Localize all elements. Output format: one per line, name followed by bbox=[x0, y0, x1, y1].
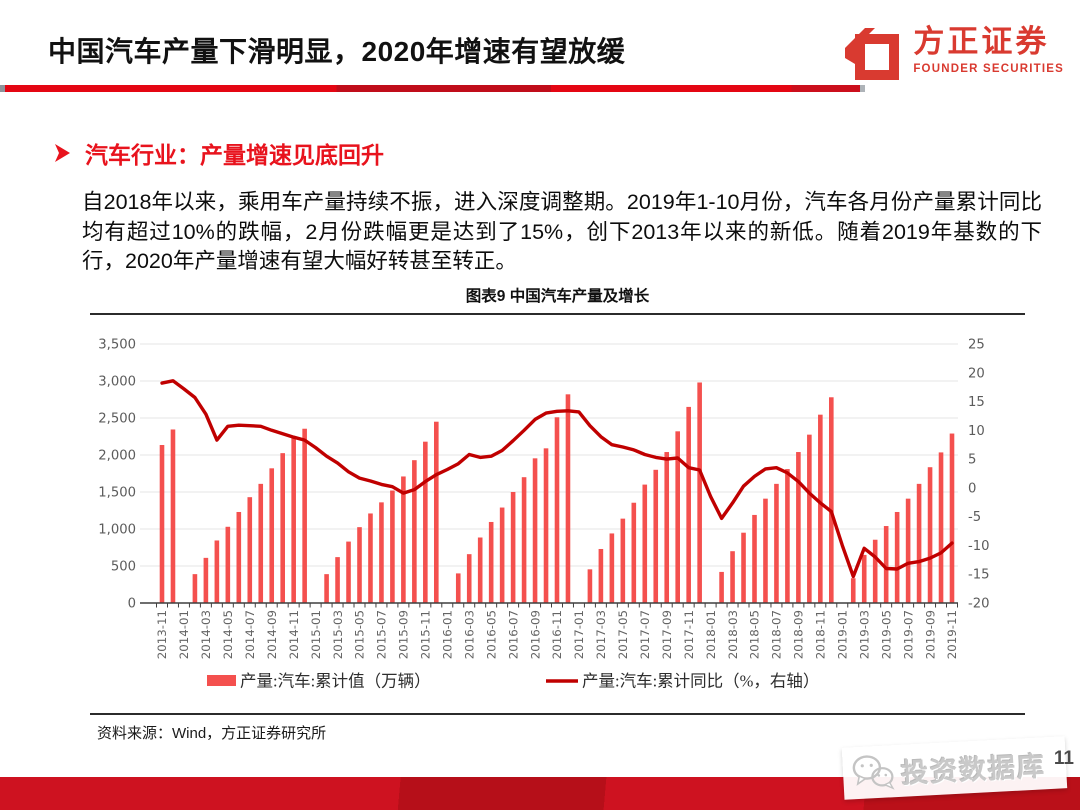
svg-text:25: 25 bbox=[968, 338, 985, 353]
svg-text:2019-05: 2019-05 bbox=[879, 610, 893, 659]
watermark-sticker: 投资数据库 bbox=[841, 736, 1068, 800]
svg-text:2015-01: 2015-01 bbox=[309, 610, 323, 659]
svg-text:2018-03: 2018-03 bbox=[726, 610, 740, 659]
svg-text:2016-03: 2016-03 bbox=[462, 610, 476, 659]
svg-text:2014-09: 2014-09 bbox=[265, 610, 279, 659]
svg-text:2019-07: 2019-07 bbox=[901, 610, 915, 659]
svg-text:10: 10 bbox=[968, 424, 985, 439]
wechat-icon bbox=[852, 755, 895, 790]
divider-left-cap bbox=[0, 85, 5, 92]
svg-text:500: 500 bbox=[111, 560, 136, 575]
svg-text:2019-11: 2019-11 bbox=[945, 610, 959, 659]
svg-text:3,500: 3,500 bbox=[98, 338, 136, 353]
logo-name: 方正证券 bbox=[913, 24, 1050, 59]
svg-text:-10: -10 bbox=[968, 539, 990, 554]
svg-text:2014-11: 2014-11 bbox=[287, 610, 301, 659]
svg-text:2016-11: 2016-11 bbox=[550, 610, 564, 659]
title-divider bbox=[2, 85, 860, 92]
svg-text:2013-11: 2013-11 bbox=[155, 610, 169, 659]
svg-text:2014-01: 2014-01 bbox=[177, 610, 191, 659]
svg-text:产量:汽车:累计同比（%，右轴）: 产量:汽车:累计同比（%，右轴） bbox=[582, 672, 819, 691]
svg-text:2017-05: 2017-05 bbox=[616, 610, 630, 659]
svg-text:2018-01: 2018-01 bbox=[704, 610, 718, 659]
body-paragraph: 自2018年以来，乘用车产量持续不振，进入深度调整期。2019年1-10月份，汽… bbox=[82, 190, 1042, 273]
divider-right-cap bbox=[860, 85, 865, 92]
svg-text:3,000: 3,000 bbox=[98, 375, 136, 390]
svg-text:2015-09: 2015-09 bbox=[397, 610, 411, 659]
svg-text:2015-11: 2015-11 bbox=[419, 610, 433, 659]
figure-title: 图表9 中国汽车产量及增长 bbox=[465, 288, 650, 305]
section-heading: 汽车行业：产量增速见底回升 bbox=[85, 142, 384, 168]
svg-text:5: 5 bbox=[968, 453, 976, 468]
svg-text:2017-09: 2017-09 bbox=[660, 610, 674, 659]
svg-text:2018-11: 2018-11 bbox=[814, 610, 828, 659]
svg-text:1,500: 1,500 bbox=[98, 486, 136, 501]
svg-text:2017-07: 2017-07 bbox=[638, 610, 652, 659]
svg-text:2018-07: 2018-07 bbox=[770, 610, 784, 659]
svg-text:2017-03: 2017-03 bbox=[594, 610, 608, 659]
svg-text:2014-03: 2014-03 bbox=[199, 610, 213, 659]
svg-text:2014-07: 2014-07 bbox=[243, 610, 257, 659]
svg-text:2016-01: 2016-01 bbox=[441, 610, 455, 659]
founder-cube-icon bbox=[845, 28, 900, 80]
svg-text:1,000: 1,000 bbox=[98, 523, 136, 538]
founder-securities-logo: 方正证券 FOUNDER SECURITIES bbox=[843, 24, 1064, 86]
svg-text:2,500: 2,500 bbox=[98, 412, 136, 427]
watermark-text: 投资数据库 bbox=[900, 750, 1047, 789]
auto-production-chart: 0 500 1,000 1,500 2,000 2,500 3,000 3,500 -20 -15… bbox=[98, 338, 990, 691]
chart-frame: 0 500 1,000 1,500 2,000 2,500 3,000 3,500 -20 -15… bbox=[90, 313, 1025, 715]
page-title: 中国汽车产量下滑明显，2020年增速有望放缓 bbox=[48, 36, 626, 67]
svg-text:-15: -15 bbox=[968, 568, 990, 583]
svg-text:产量:汽车:累计值（万辆）: 产量:汽车:累计值（万辆） bbox=[240, 672, 431, 691]
svg-text:2015-07: 2015-07 bbox=[375, 610, 389, 659]
svg-text:2018-09: 2018-09 bbox=[792, 610, 806, 659]
svg-text:2019-03: 2019-03 bbox=[857, 610, 871, 659]
svg-text:2015-03: 2015-03 bbox=[331, 610, 345, 659]
svg-text:2016-07: 2016-07 bbox=[506, 610, 520, 659]
svg-text:20: 20 bbox=[968, 366, 985, 381]
svg-text:15: 15 bbox=[968, 395, 985, 410]
arrow-bullet-icon bbox=[55, 144, 70, 162]
svg-text:2017-11: 2017-11 bbox=[682, 610, 696, 659]
svg-text:2014-05: 2014-05 bbox=[221, 610, 235, 659]
svg-text:2019-09: 2019-09 bbox=[923, 610, 937, 659]
svg-text:2019-01: 2019-01 bbox=[836, 610, 850, 659]
svg-text:-5: -5 bbox=[968, 510, 981, 525]
svg-text:2016-09: 2016-09 bbox=[528, 610, 542, 659]
svg-text:-20: -20 bbox=[968, 597, 990, 612]
svg-text:0: 0 bbox=[128, 597, 136, 612]
svg-text:2016-05: 2016-05 bbox=[484, 610, 498, 659]
svg-text:2,000: 2,000 bbox=[98, 449, 136, 464]
logo-subtitle: FOUNDER SECURITIES bbox=[913, 63, 1064, 75]
svg-text:2017-01: 2017-01 bbox=[572, 610, 586, 659]
svg-text:2015-05: 2015-05 bbox=[353, 610, 367, 659]
svg-text:0: 0 bbox=[968, 481, 976, 496]
svg-text:2018-05: 2018-05 bbox=[748, 610, 762, 659]
page-number: 11 bbox=[1053, 748, 1074, 769]
source-note: 资料来源：Wind，方正证券研究所 bbox=[97, 725, 327, 742]
